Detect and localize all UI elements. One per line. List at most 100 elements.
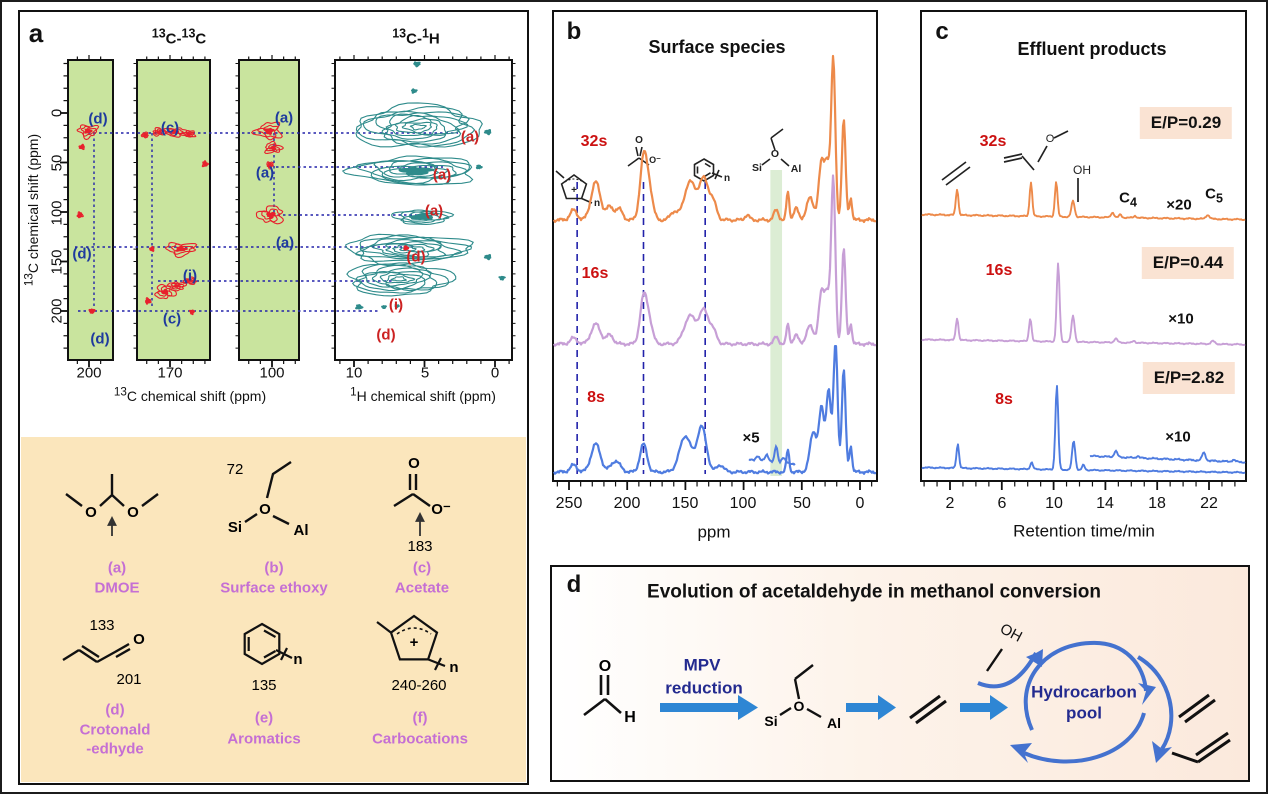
c-tick-14: 14	[1096, 495, 1114, 512]
shift-135: 135	[251, 677, 276, 694]
cc-x-axis-title: 13C chemical shift (ppm)	[113, 385, 267, 404]
cc-x-tick-200: 200	[76, 364, 102, 382]
ep-badge-8s: E/P=2.82	[1142, 362, 1236, 394]
legend-name-carbocations: Carbocations	[372, 730, 468, 748]
svg-text:n: n	[594, 198, 600, 209]
reduction-label: reduction	[665, 678, 743, 698]
legend-name-crotonaldehyde-2: -edhyde	[86, 740, 144, 758]
y-tick-150: 150	[48, 249, 66, 275]
svg-text:Al: Al	[791, 163, 802, 175]
ethylene-product	[1178, 693, 1216, 724]
time-8s-c: 8s	[995, 391, 1013, 408]
shift-240-260: 240-260	[391, 677, 446, 694]
panel-c-box	[920, 10, 1247, 482]
assign-d-ch-135: (d)	[406, 248, 426, 266]
assign-a-ch-103: (a)	[424, 202, 444, 220]
mult-x10-8s: ×10	[1165, 428, 1191, 446]
o-atom: O	[133, 631, 145, 648]
time-8s: 8s	[587, 389, 605, 406]
legend-name-aromatics: Aromatics	[227, 730, 301, 748]
panel-c-label: c	[935, 18, 949, 45]
shift-133: 133	[89, 617, 114, 634]
assign-d-strip1: (d)	[88, 110, 108, 128]
c-tick-18: 18	[1148, 495, 1166, 512]
structure-aromatics: n 135	[243, 622, 303, 694]
panel-c-title: Effluent products	[1017, 39, 1167, 59]
al-atom: Al	[294, 522, 309, 539]
mult-x10-16s: ×10	[1168, 310, 1194, 328]
legend-key-a: (a)	[107, 559, 127, 577]
assign-a-strip3-top: (a)	[274, 109, 294, 127]
y-tick-50: 50	[48, 154, 66, 172]
n-label: n	[449, 659, 458, 676]
ep-badge-032s: E/P=0.29	[1139, 107, 1233, 139]
legend-name-crotonaldehyde-1: Crotonald	[79, 721, 151, 739]
panel-a-nmr-plot	[60, 55, 516, 367]
o-atom: O	[127, 504, 139, 521]
cycle-arrowheads	[1010, 649, 1172, 763]
svg-text:OH: OH	[1073, 163, 1091, 177]
structure-dmoe: O O	[65, 474, 159, 536]
panel-c-axis-ticks	[923, 482, 1236, 490]
svg-text:+: +	[571, 185, 577, 196]
propylene-product	[1171, 731, 1231, 764]
structure-crotonaldehyde: 133 O 201	[62, 617, 145, 688]
assign-c-strip2: (c)	[160, 119, 180, 137]
assign-a-ch-20: (a)	[460, 128, 480, 146]
b-tick-50: 50	[793, 495, 811, 512]
pool-label-1: Hydrocarbon	[1031, 682, 1137, 702]
legend-key-f: (f)	[412, 709, 428, 727]
n-label: n	[293, 651, 302, 668]
o-atom: O	[408, 455, 420, 472]
panel-b-spectra: + n O O⁻ n Si O Al	[553, 54, 877, 476]
mpv-arrow	[660, 695, 758, 720]
b-tick-200: 200	[613, 495, 641, 512]
c-axis-label: Retention time/min	[1013, 521, 1155, 541]
b-tick-0: 0	[855, 495, 865, 512]
panel-b-title: Surface species	[648, 37, 786, 57]
legend-background	[21, 437, 526, 782]
c5-label: C5	[1205, 185, 1223, 206]
ep-badge-16s: E/P=0.44	[1141, 247, 1235, 279]
time-16s-c: 16s	[985, 262, 1013, 279]
assign-a-strip3-mid: (a)	[255, 164, 275, 182]
legend-key-d: (d)	[105, 701, 125, 719]
plus-charge: +	[410, 634, 419, 651]
o-atom: O	[85, 504, 97, 521]
assign-c-bottom: (c)	[162, 310, 182, 328]
svg-text:O: O	[771, 148, 779, 160]
shift-201: 201	[116, 671, 141, 688]
methanol-bond	[986, 648, 1003, 672]
panel-b-axis-ticks	[556, 482, 873, 490]
time-32s-c: 32s	[979, 133, 1007, 150]
panel-c-chromatograms: O OH	[921, 130, 1246, 474]
assign-d-ch-200: (d)	[376, 326, 396, 344]
structure-carbocation: + n 240-260	[376, 614, 459, 694]
c4-label: C4	[1119, 189, 1137, 210]
panel-d-label: d	[566, 571, 582, 598]
hydrocarbon-pool-cycle	[977, 640, 1174, 764]
assign-a-strip3-low: (a)	[275, 234, 295, 252]
ch-x-axis-title: 1H chemical shift (ppm)	[350, 385, 496, 404]
c-tick-22: 22	[1200, 495, 1218, 512]
o-atom: O	[259, 501, 271, 518]
mult-x5: ×5	[742, 429, 760, 447]
shift-72: 72	[227, 461, 244, 478]
ethylene-intermediate	[909, 694, 947, 725]
acetaldehyde-structure	[583, 675, 622, 717]
assign-d-135: (d)	[72, 245, 92, 263]
panel-d-scheme: O H Si O Al	[583, 640, 1231, 764]
b-axis-label: ppm	[697, 522, 731, 542]
b-tick-250: 250	[555, 495, 583, 512]
svg-text:n: n	[724, 173, 730, 184]
o-minus-atom: O⁻	[431, 501, 451, 518]
ethoxy-structure	[779, 664, 822, 719]
svg-text:O⁻: O⁻	[649, 155, 661, 165]
assign-a-ch-55: (a)	[432, 166, 452, 184]
panel-d-box	[550, 565, 1250, 782]
assign-i-strip2: (i)	[182, 267, 198, 285]
legend-key-c: (c)	[412, 559, 432, 577]
cc-x-tick-170: 170	[157, 364, 183, 382]
o-atom: O	[599, 658, 611, 675]
